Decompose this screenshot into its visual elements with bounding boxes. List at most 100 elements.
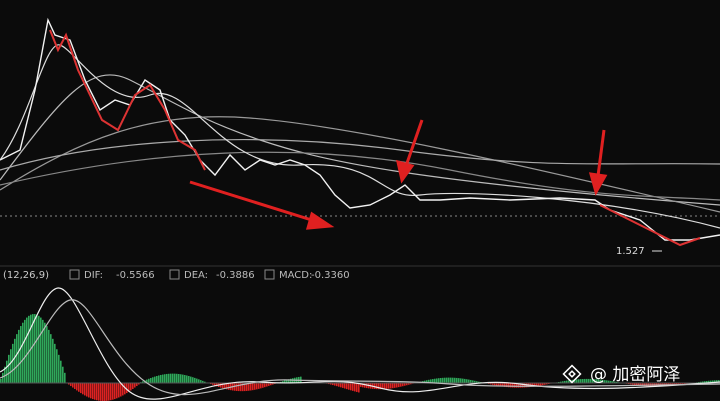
histogram-bar [562, 381, 564, 383]
histogram-bar [474, 380, 476, 383]
histogram-bar [520, 383, 522, 388]
histogram-bar [158, 375, 160, 383]
dea-line [0, 299, 720, 396]
histogram-bar [48, 329, 50, 383]
histogram-bar [88, 383, 90, 398]
histogram-bar [364, 383, 366, 388]
histogram-bar [138, 383, 140, 385]
histogram-bar [386, 383, 388, 389]
histogram-bar [156, 376, 158, 383]
arrow [189, 180, 319, 224]
histogram-bar [290, 378, 292, 383]
histogram-bar [566, 380, 568, 383]
histogram-bar [464, 378, 466, 383]
histogram-bar [682, 383, 684, 385]
histogram-bar [502, 383, 504, 387]
histogram-bar [402, 383, 404, 387]
histogram-bar [34, 314, 36, 383]
histogram-bar [8, 354, 10, 383]
histogram-bar [82, 383, 84, 395]
histogram-bar [150, 378, 152, 383]
histogram-bar [338, 383, 340, 387]
histogram-bar [600, 379, 602, 383]
histogram-bar [524, 383, 526, 388]
histogram-bar [142, 381, 144, 383]
histogram-bar [38, 315, 40, 383]
histogram-bar [18, 329, 20, 383]
histogram-bar [362, 383, 364, 388]
histogram-bar [382, 383, 384, 390]
histogram-bar [72, 383, 74, 388]
indicator-label: MACD: [279, 270, 312, 281]
histogram-bar [408, 383, 410, 385]
histogram-bar [582, 378, 584, 383]
histogram-bar [98, 383, 100, 401]
histogram-bar [112, 383, 114, 400]
histogram-bar [498, 383, 500, 386]
histogram-bar [226, 383, 228, 390]
histogram-bar [680, 383, 682, 385]
histogram-bar [378, 383, 380, 390]
histogram-bar [512, 383, 514, 388]
histogram-bar [94, 383, 96, 400]
histogram-bar [538, 383, 540, 386]
histogram-bar [58, 354, 60, 383]
moving-averages [0, 44, 720, 229]
watermark-icon [562, 364, 582, 384]
histogram-bar [282, 381, 284, 383]
histogram-bar [462, 378, 464, 383]
histogram-bar [342, 383, 344, 388]
histogram-bar [430, 379, 432, 383]
histogram-bar [470, 379, 472, 383]
histogram-bar [602, 379, 604, 383]
histogram-bar [564, 380, 566, 383]
histogram-bar [456, 377, 458, 383]
histogram-bar [476, 381, 478, 383]
histogram-bar [76, 383, 78, 391]
histogram-bar [122, 383, 124, 396]
histogram-bar [644, 383, 646, 387]
histogram-bar [212, 383, 214, 385]
histogram-bar [560, 381, 562, 383]
histogram-bar [134, 383, 136, 388]
histogram-bar [240, 383, 242, 392]
ma-line [0, 116, 720, 213]
histogram-bar [702, 381, 704, 383]
low-label: 1.527 [616, 246, 645, 257]
histogram-bar [712, 380, 714, 383]
histogram-bar [44, 322, 46, 383]
histogram-bar [532, 383, 534, 387]
histogram-bar [522, 383, 524, 388]
macd-lines [0, 287, 720, 400]
histogram-bar [638, 383, 640, 386]
histogram-bar [68, 383, 70, 385]
histogram-bar [260, 383, 262, 389]
histogram-bar [398, 383, 400, 388]
histogram-bar [576, 379, 578, 383]
histogram-bar [154, 376, 156, 383]
histogram-bar [174, 373, 176, 383]
histogram-bar [458, 378, 460, 383]
histogram-bar [610, 380, 612, 383]
histogram-bar [350, 383, 352, 391]
histogram-bar [42, 319, 44, 383]
histogram-bar [344, 383, 346, 389]
histogram-bar [184, 375, 186, 383]
histogram-bar [110, 383, 112, 401]
histogram-bar [86, 383, 88, 397]
histogram-bar [26, 317, 28, 383]
histogram-bar [598, 379, 600, 383]
histogram-bar [224, 383, 226, 389]
histogram-bar [16, 334, 18, 383]
histogram-bar [596, 379, 598, 383]
histogram-bar [704, 381, 706, 383]
histogram-bar [440, 377, 442, 383]
histogram-bar [396, 383, 398, 388]
histogram-bar [494, 383, 496, 386]
histogram-bar [50, 334, 52, 383]
histogram-bar [568, 380, 570, 383]
histogram-bar [434, 378, 436, 383]
histogram-bar [80, 383, 82, 394]
histogram-bar [504, 383, 506, 387]
